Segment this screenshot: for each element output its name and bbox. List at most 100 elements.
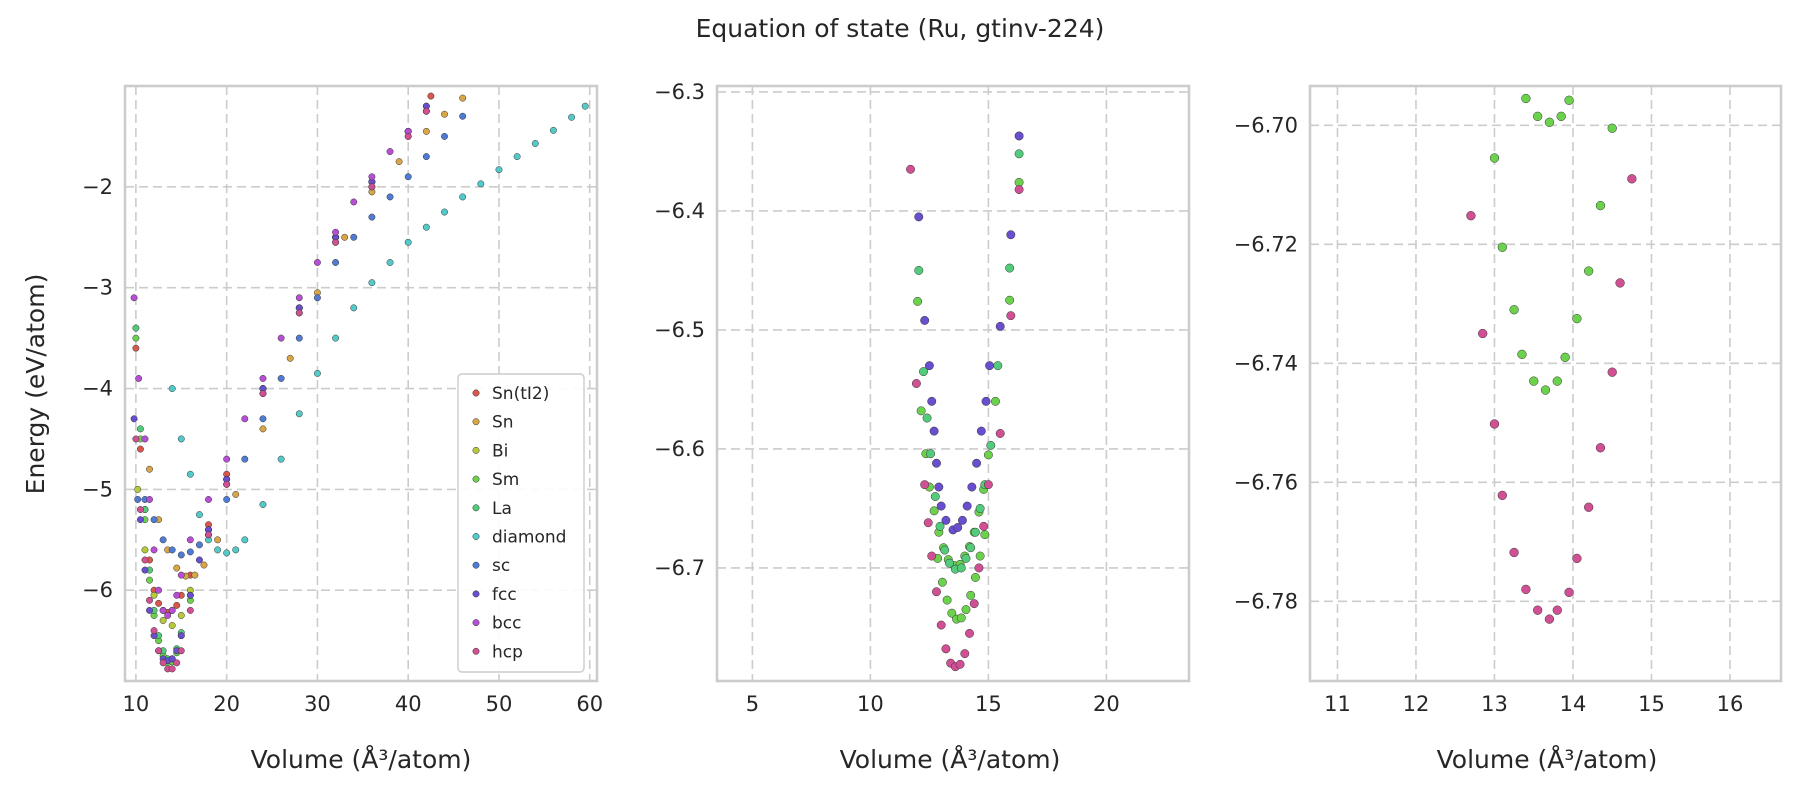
data-point-bcc xyxy=(205,496,212,503)
data-point-fcc xyxy=(967,482,977,492)
data-point-bcc xyxy=(295,294,303,302)
data-point-la xyxy=(956,563,966,573)
data-point-bcc xyxy=(241,415,249,423)
data-point-fcc xyxy=(995,321,1005,331)
data-point-bcc xyxy=(173,591,181,599)
data-point-hcp xyxy=(1552,605,1562,615)
data-point-sc xyxy=(459,112,467,120)
data-point-sm xyxy=(913,296,923,306)
x-tick-label: 11 xyxy=(1324,692,1351,716)
data-point-sm xyxy=(970,573,980,582)
data-point-hcp xyxy=(955,659,965,669)
data-point-sm xyxy=(947,608,957,618)
legend-marker-diamond xyxy=(472,533,480,540)
data-point-hcp xyxy=(923,518,933,528)
x-tick-label: 15 xyxy=(1638,692,1665,716)
x-axis-label-zoom-1: Volume (Å³/atom) xyxy=(840,745,1061,774)
axes-frame xyxy=(715,84,1191,683)
data-point-fcc xyxy=(136,516,144,524)
x-tick-label: 20 xyxy=(1093,692,1120,716)
data-point-la xyxy=(926,449,936,459)
data-point-fcc xyxy=(130,415,138,423)
data-point-sn xyxy=(214,536,222,544)
x-tick-label: 10 xyxy=(123,692,150,716)
data-point-hcp xyxy=(965,628,974,638)
data-point-sn xyxy=(146,465,153,473)
data-point-sm xyxy=(1544,117,1555,127)
x-axis-label-zoom-2: Volume (Å³/atom) xyxy=(1437,745,1658,774)
data-point-hcp xyxy=(368,183,376,191)
data-point-sm xyxy=(942,595,952,605)
data-point-sc xyxy=(332,259,340,266)
data-point-la xyxy=(136,425,144,433)
data-point-sm xyxy=(1552,376,1562,386)
data-point-fcc xyxy=(146,606,153,614)
data-point-sm xyxy=(1509,305,1519,315)
data-point-sm xyxy=(1584,266,1594,276)
data-point-hcp xyxy=(332,238,340,246)
y-tick-label: −6.7 xyxy=(654,556,705,580)
data-point-bcc xyxy=(313,259,321,266)
data-point-diamond xyxy=(186,470,194,478)
data-point-hcp xyxy=(920,480,930,490)
data-point-sm xyxy=(975,551,985,561)
data-point-bcc xyxy=(150,546,158,554)
data-point-diamond xyxy=(404,238,412,246)
data-point-sm xyxy=(1489,153,1500,163)
data-point-bi xyxy=(168,622,176,629)
data-point-diamond xyxy=(332,334,340,342)
data-point-bi xyxy=(141,546,149,554)
data-point-bcc xyxy=(186,536,194,544)
data-point-hcp xyxy=(223,480,231,488)
data-point-sm xyxy=(1540,385,1551,395)
legend-label-hcp: hcp xyxy=(492,642,523,662)
data-point-sm xyxy=(937,577,947,587)
data-point-sc xyxy=(159,536,167,544)
legend-label-sm: Sm xyxy=(492,470,519,490)
data-point-bcc xyxy=(350,198,358,206)
x-tick-label: 40 xyxy=(395,692,422,716)
y-tick-label: −5 xyxy=(82,477,113,501)
y-tick-label: −6.5 xyxy=(654,318,705,342)
data-point-hcp xyxy=(1607,367,1617,377)
data-point-diamond xyxy=(549,126,557,134)
data-point-bcc xyxy=(159,606,167,614)
legend-marker-la xyxy=(472,504,480,512)
data-point-sn xyxy=(173,564,181,572)
legend-marker-bi xyxy=(472,446,480,454)
legend-label-fcc: fcc xyxy=(492,585,517,605)
data-point-sm xyxy=(983,450,993,460)
data-point-fcc xyxy=(932,458,941,468)
data-point-sm xyxy=(980,530,990,540)
data-point-sn xyxy=(459,94,467,102)
data-point-hcp xyxy=(1615,278,1625,288)
data-point-sc xyxy=(368,213,376,221)
data-point-sc xyxy=(259,415,267,423)
data-point-sn xyxy=(191,571,199,579)
data-point-hcp xyxy=(146,596,153,604)
data-point-sm xyxy=(146,576,153,584)
data-point-fcc xyxy=(981,396,991,406)
data-point-hcp xyxy=(1489,419,1500,429)
x-axis-label-full: Volume (Å³/atom) xyxy=(251,745,472,774)
data-point-fcc xyxy=(914,212,924,222)
legend-marker-fcc xyxy=(472,590,480,598)
panel-zoom-1: 5 10 15 20 −6.7 −6.6 −6.5 −6.4 −6.3 xyxy=(654,80,1191,716)
data-point-sm xyxy=(1595,200,1606,211)
data-point-diamond xyxy=(295,410,303,418)
y-tick-label: −6.78 xyxy=(1234,589,1298,613)
data-point-sm xyxy=(929,506,939,516)
y-tick-label: −3 xyxy=(82,276,113,300)
x-tick-label: 5 xyxy=(746,692,759,716)
data-point-diamond xyxy=(568,113,576,121)
data-point-diamond xyxy=(241,536,249,544)
data-point-sn xyxy=(422,127,430,135)
data-point-bi xyxy=(150,591,158,599)
data-point-bcc xyxy=(141,435,149,443)
data-point-hcp xyxy=(1006,311,1016,321)
legend-marker-sc xyxy=(472,561,480,569)
x-tick-label: 20 xyxy=(213,692,240,716)
data-point-sc xyxy=(441,132,448,140)
data-point-fcc xyxy=(953,523,963,532)
data-point-sm xyxy=(1572,313,1582,324)
